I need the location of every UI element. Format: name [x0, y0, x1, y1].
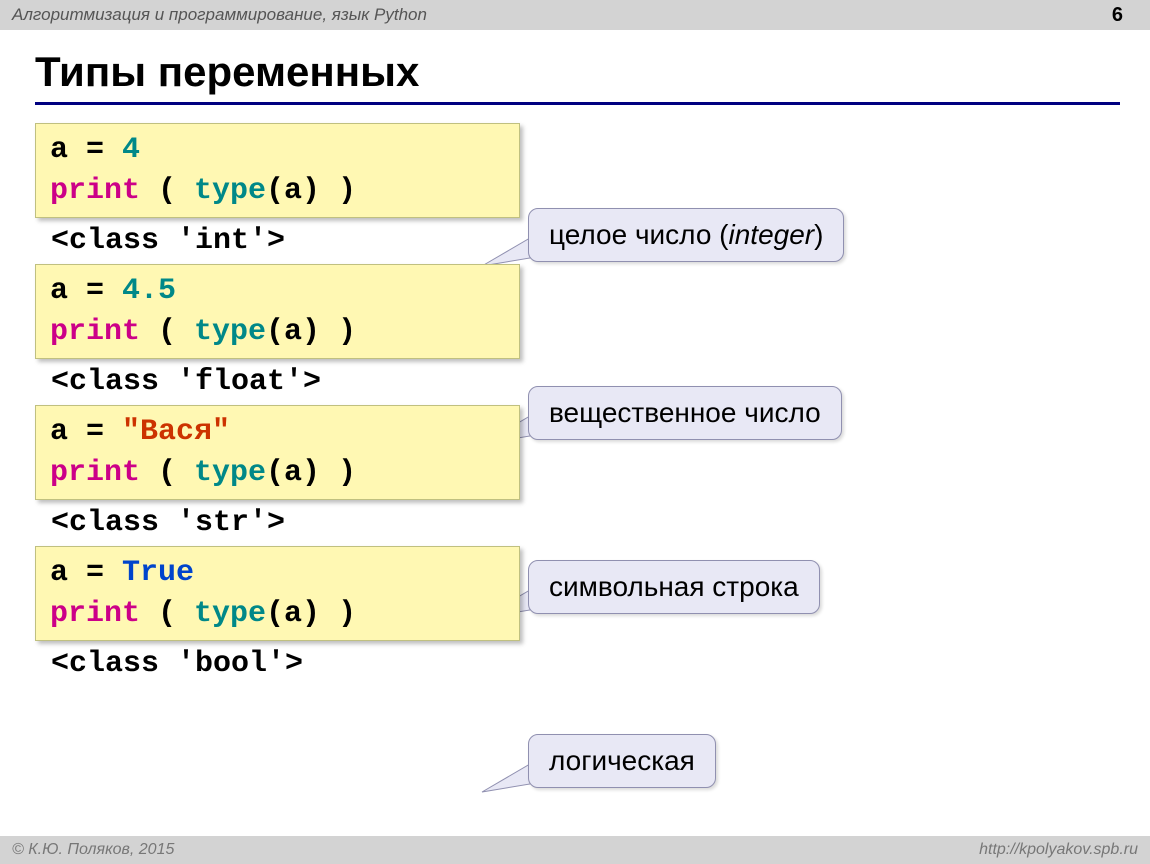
footer-url: http://kpolyakov.spb.ru	[979, 841, 1138, 859]
copyright: © К.Ю. Поляков, 2015	[12, 841, 174, 859]
example-row: a = "Вася"print ( type(a) )<class 'str'>	[35, 405, 1115, 546]
code-block: a = Trueprint ( type(a) )	[35, 546, 520, 641]
example-row: a = 4.5print ( type(a) )<class 'float'>	[35, 264, 1115, 405]
header-bar: Алгоритмизация и программирование, язык …	[0, 0, 1150, 30]
footer-bar: © К.Ю. Поляков, 2015 http://kpolyakov.sp…	[0, 836, 1150, 864]
page-number: 6	[1112, 4, 1123, 27]
callout-label: логическая	[528, 734, 716, 788]
title-underline	[35, 102, 1120, 105]
content-area: a = 4print ( type(a) )<class 'int'>целое…	[0, 123, 1150, 687]
code-block: a = 4print ( type(a) )	[35, 123, 520, 218]
callout-label: целое число (integer)	[528, 208, 844, 262]
slide-title: Типы переменных	[35, 48, 1150, 96]
output-line: <class 'str'>	[35, 502, 1115, 546]
code-block: a = 4.5print ( type(a) )	[35, 264, 520, 359]
example-row: a = Trueprint ( type(a) )<class 'bool'>	[35, 546, 1115, 687]
code-block: a = "Вася"print ( type(a) )	[35, 405, 520, 500]
course-title: Алгоритмизация и программирование, язык …	[12, 5, 427, 25]
output-line: <class 'bool'>	[35, 643, 1115, 687]
